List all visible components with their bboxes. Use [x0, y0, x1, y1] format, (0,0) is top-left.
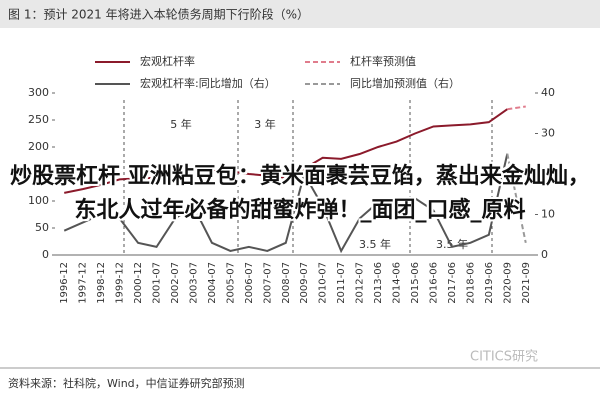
x-tick-label: 2008-07 [281, 262, 292, 304]
y-tick-label: 250 [28, 113, 49, 126]
legend-label: 同比增加预测值（右） [350, 76, 460, 90]
chart-title: 图 1：预计 2021 年将进入本轮债务周期下行阶段（%） [8, 7, 309, 22]
x-tick-label: 2011-07 [336, 262, 347, 304]
y-tick-label: 50 [35, 221, 49, 234]
x-tick-label: 2020-09 [502, 262, 513, 304]
x-tick-label: 2005-07 [225, 262, 236, 304]
series-line [506, 153, 527, 244]
x-tick-label: 1996-12 [59, 262, 70, 304]
y-tick-label: 150 [28, 167, 49, 180]
y2-tick-label: 0 [541, 248, 548, 261]
x-tick-label: 2015-06 [410, 262, 421, 304]
x-tick-label: 2006-07 [244, 262, 255, 304]
legend-label: 宏观杠杆率:同比增加（右） [140, 76, 276, 90]
x-tick-label: 2019-06 [484, 262, 495, 304]
cycle-dividers [123, 100, 493, 255]
x-tick-label: 2009-07 [299, 262, 310, 304]
x-tick-label: 1998-12 [96, 262, 107, 304]
y2-tick-label: 10 [541, 208, 555, 221]
y2-tick-label: 20 [541, 167, 555, 180]
title-bar [0, 0, 600, 28]
y-tick-label: 200 [28, 140, 49, 153]
x-tick-label: 2007-07 [262, 262, 273, 304]
legend-label: 宏观杠杆率 [140, 54, 195, 68]
x-tick-label: 2010-07 [318, 262, 329, 304]
x-tick-label: 2003-07 [188, 262, 199, 304]
y2-tick-label: 30 [541, 127, 555, 140]
legend-label: 杠杆率预测值 [350, 54, 416, 68]
source: 资料来源：社科院，Wind，中信证券研究部预测 [8, 376, 245, 390]
x-tick-label: 2021-09 [521, 262, 532, 304]
x-tick-label: 2016-06 [428, 262, 439, 304]
overlay-text: 炒股票杠杆 亚洲粘豆包：黄米面裹芸豆馅，蒸出来金灿灿，东北人过年必备的甜蜜炸弹！… [10, 164, 590, 223]
x-tick-label: 2018-06 [465, 262, 476, 304]
x-tick-label: 2012-07 [355, 262, 366, 304]
annotation: 5 年 [170, 117, 192, 131]
x-tick-label: 2013-06 [373, 262, 384, 304]
y-tick-label: 0 [42, 248, 49, 261]
series-line [63, 153, 509, 254]
x-tick-label: 2000-12 [133, 262, 144, 304]
annotation: 3.5 年 [359, 237, 391, 251]
watermark: CITICS研究 [470, 350, 538, 365]
x-tick-label: 2001-07 [152, 262, 163, 304]
x-tick-label: 1999-12 [115, 262, 126, 304]
annotation: 3 年 [254, 117, 276, 131]
x-tick-label: 2014-06 [392, 262, 403, 304]
x-tick-label: 2004-07 [207, 262, 218, 304]
y-tick-label: 100 [28, 194, 49, 207]
series-line [64, 108, 508, 194]
y-tick-label: 300 [28, 86, 49, 99]
x-tick-label: 2017-06 [447, 262, 458, 304]
series-line [507, 105, 526, 111]
y2-tick-label: 40 [541, 86, 555, 99]
annotation: 3.5 年 [436, 237, 468, 251]
x-tick-label: 2002-07 [170, 262, 181, 304]
x-tick-label: 1997-12 [78, 262, 89, 304]
